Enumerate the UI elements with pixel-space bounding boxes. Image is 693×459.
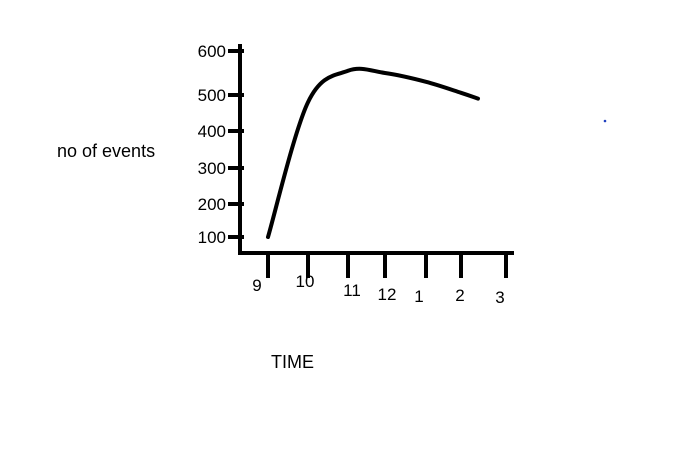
x-ticks: 9 10 11 12 1 2 3 <box>252 253 508 307</box>
y-tick-label-300: 300 <box>198 159 226 178</box>
y-tick-label-200: 200 <box>198 195 226 214</box>
x-tick-label-2: 2 <box>455 286 464 305</box>
x-axis-title: TIME <box>271 352 314 372</box>
y-axis-title: no of events <box>57 141 155 161</box>
x-tick-label-1: 1 <box>414 287 423 306</box>
x-tick-label-3: 3 <box>495 288 504 307</box>
y-tick-label-100: 100 <box>198 228 226 247</box>
y-ticks: 100 200 300 400 500 600 <box>198 42 244 247</box>
stray-dot-mark <box>603 119 607 123</box>
x-tick-label-10: 10 <box>296 272 315 291</box>
y-tick-label-500: 500 <box>198 86 226 105</box>
x-tick-label-11: 11 <box>343 281 361 300</box>
series-line-events <box>266 66 480 239</box>
x-tick-label-9: 9 <box>252 276 261 295</box>
y-tick-label-600: 600 <box>198 42 226 61</box>
x-tick-label-12: 12 <box>378 285 397 304</box>
y-tick-label-400: 400 <box>198 122 226 141</box>
